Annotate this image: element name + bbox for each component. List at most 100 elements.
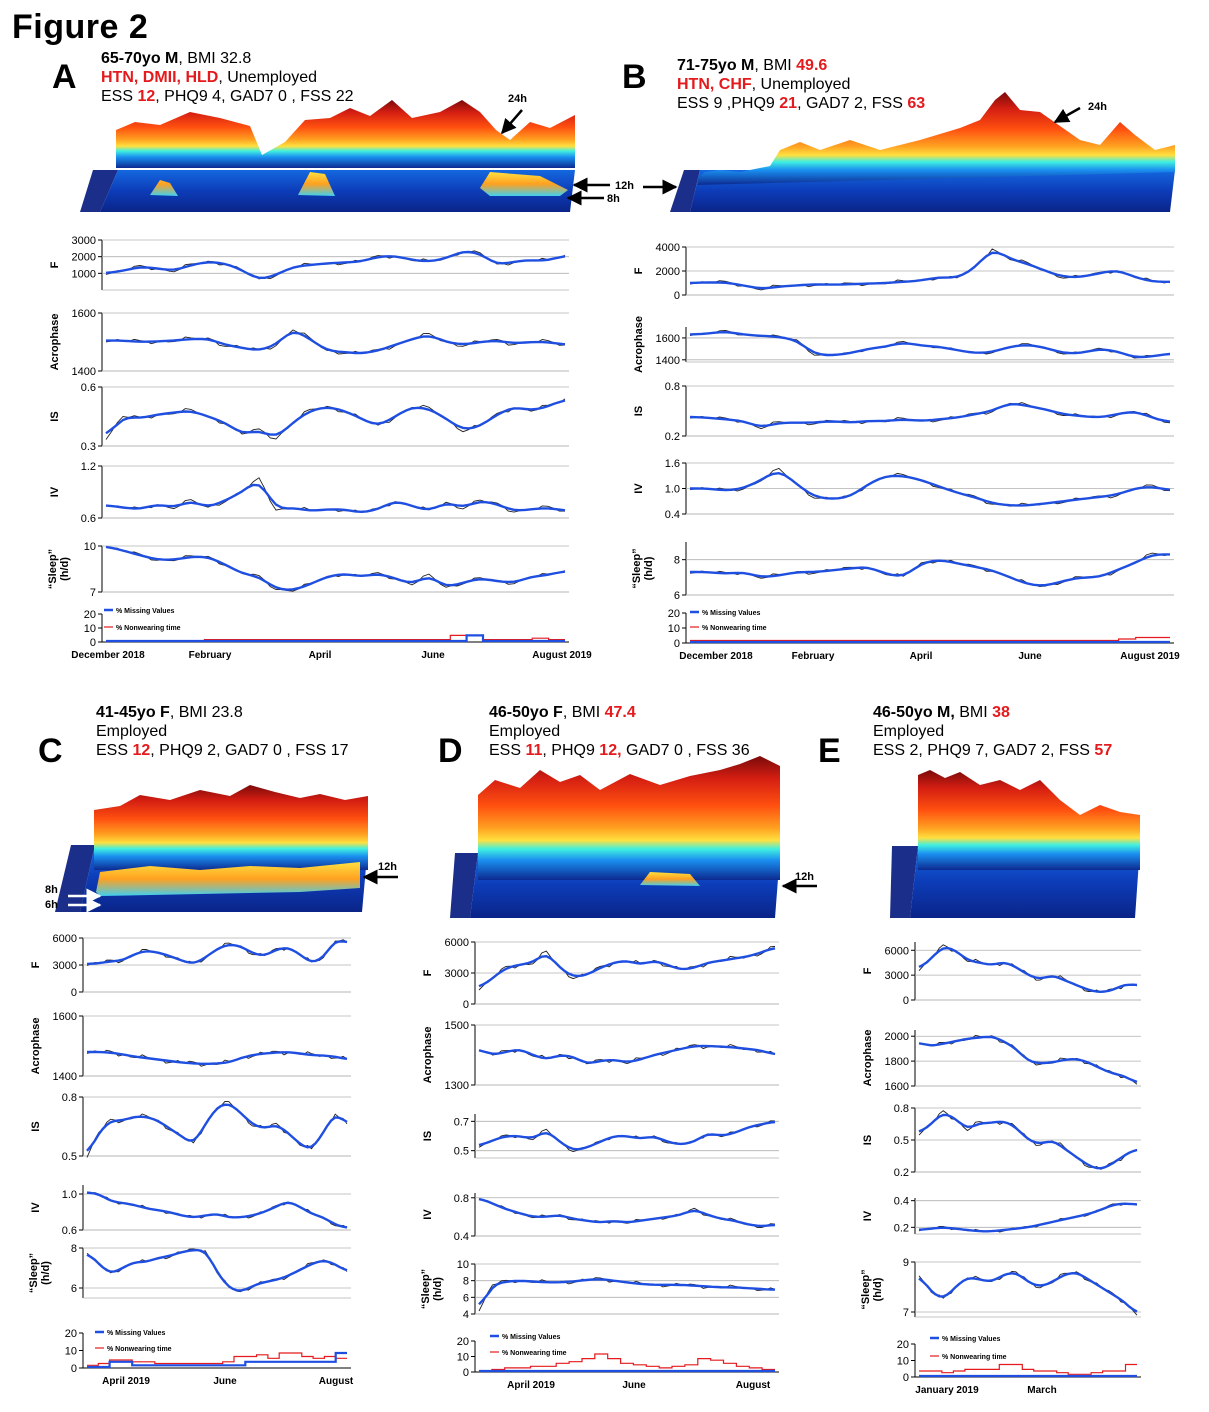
info-demographics: 71-75yo M (677, 57, 755, 74)
x-tick-label: February (792, 651, 835, 662)
legend-label-missing: % Missing Values (942, 1336, 1000, 1343)
y-tick-label: 1000 (72, 268, 96, 280)
y-axis-label-line: “Sleep” (631, 548, 643, 588)
metric-chart: 3000 2000 1000 F (49, 235, 569, 291)
y-tick-label: 0.6 (81, 513, 96, 525)
y-axis-label: IS (422, 1131, 434, 1141)
surface-band-8h (150, 172, 568, 196)
panel-letter-b: B (622, 58, 647, 96)
info-conditions: HTN, DMII, HLD (101, 69, 219, 86)
raw-series-line (105, 546, 566, 592)
info-employment: Employed (873, 723, 945, 740)
surface-plot-d (450, 756, 780, 918)
surface-wall (94, 785, 368, 870)
info-employment: , Unemployed (751, 76, 851, 93)
patient-info-c: 41-45yo F, BMI 23.8 Employed ESS 12, PHQ… (96, 703, 349, 760)
smoothed-series-line (105, 545, 566, 591)
y-tick-label: 2000 (72, 252, 96, 264)
y-tick-label: 10 (457, 1352, 469, 1364)
y-tick-label: 8 (463, 1276, 469, 1288)
figure-title: Figure 2 (12, 8, 149, 46)
y-axis-label: IV (30, 1202, 42, 1213)
x-tick-label: December 2018 (71, 650, 145, 661)
surface-plot-e (890, 770, 1140, 918)
missing-nonwear-chart: 20 10 0 % Missing Values % Nonwearing time De… (668, 608, 1180, 662)
y-axis-label: F (49, 261, 61, 268)
y-axis-label-line: (h/d) (643, 556, 655, 580)
y-axis-label: “Sleep”(h/d) (47, 549, 71, 589)
legend: % Missing Values % Nonwearing time (490, 1334, 567, 1357)
x-tick-label: August 2019 (532, 650, 592, 661)
metric-chart: 0.4 0.2 IV (862, 1196, 1141, 1235)
metric-chart: 1600 1400 Acrophase (633, 316, 1174, 373)
info-score-segment: , PHQ9 2, GAD7 0 , FSS 17 (150, 742, 349, 759)
surface-wall (918, 770, 1140, 870)
chart-panel-c: 6000 3000 0 F 1600 1400 Acrophase 0.8 0.5 IS 1.0 0.… (28, 933, 354, 1387)
y-axis-label-line: (h/d) (872, 1277, 884, 1301)
x-tick-label: April 2019 (102, 1376, 150, 1387)
y-axis-label: IV (49, 486, 61, 497)
info-score-segment: 12, (599, 742, 622, 759)
panel-letter-d: D (438, 732, 463, 770)
metric-chart: 1.2 0.6 IV (49, 461, 569, 525)
metric-chart: 1600 1400 Acrophase (30, 1011, 351, 1083)
y-tick-label: 3000 (53, 960, 77, 972)
y-axis-label: “Sleep”(h/d) (631, 548, 655, 588)
info-employment: Employed (489, 723, 561, 740)
y-axis-label: IS (30, 1121, 42, 1131)
y-axis-label-line: (h/d) (432, 1277, 444, 1301)
y-tick-label: 4000 (656, 242, 680, 254)
y-axis-label: IV (422, 1209, 434, 1220)
legend: % Missing Values % Nonwearing time (95, 1330, 172, 1353)
y-tick-label: 1300 (445, 1080, 469, 1092)
smoothed-series-line (918, 1202, 1138, 1233)
y-tick-label: 6 (674, 590, 680, 602)
y-tick-label: 2000 (885, 1031, 909, 1043)
y-axis-label: “Sleep”(h/d) (28, 1253, 52, 1293)
y-tick-label: 0.8 (454, 1193, 469, 1205)
annotation-label: 24h (1088, 101, 1107, 113)
y-tick-label: 8 (674, 555, 680, 567)
info-score-segment: GAD7 0 , FSS 36 (621, 742, 750, 759)
y-tick-label: 0.2 (894, 1167, 909, 1179)
legend: % Missing Values % Nonwearing time (104, 608, 181, 632)
y-tick-label: 10 (84, 623, 96, 635)
info-score-segment: 57 (1094, 742, 1113, 759)
patient-info-a: 65-70yo M, BMI 32.8 HTN, DMII, HLD, Unem… (101, 49, 354, 106)
patient-info-d: 46-50yo F, BMI 47.4 Employed ESS 11, PHQ… (489, 703, 750, 760)
info-score-segment: ESS (101, 88, 138, 105)
y-tick-label: 6 (463, 1292, 469, 1304)
metric-chart: 10 8 6 4 “Sleep”(h/d) (420, 1259, 779, 1321)
smoothed-series-line (105, 399, 566, 436)
y-tick-label: 0.2 (665, 431, 680, 443)
y-tick-label: 0.4 (894, 1196, 909, 1208)
metric-chart: 8 6 “Sleep”(h/d) (631, 542, 1174, 602)
legend-label-missing: % Missing Values (502, 1334, 560, 1341)
nonwear-time-line (919, 1363, 1137, 1375)
y-tick-label: 1600 (656, 333, 680, 345)
y-axis-label-line: (h/d) (40, 1261, 52, 1285)
raw-series-line (689, 330, 1171, 359)
smoothed-series-line (918, 1272, 1138, 1313)
missing-nonwear-chart: 20 10 0 % Missing Values % Nonwearing time Ap… (457, 1334, 779, 1391)
raw-series-line (105, 250, 566, 280)
panel-letter-a: A (52, 58, 77, 96)
y-tick-label: 1.2 (81, 461, 96, 473)
metric-chart: 1500 1300 Acrophase (422, 1020, 779, 1092)
y-tick-label: 3000 (72, 235, 96, 247)
arrow-24h (1053, 106, 1081, 124)
surface-plot-b (670, 92, 1175, 212)
metric-chart: 0.7 0.5 IS (422, 1114, 779, 1159)
info-employment: Employed (96, 723, 168, 740)
annotation-label: 12h (378, 861, 397, 873)
annotation-label: 12h (615, 180, 634, 192)
smoothed-series-line (105, 483, 566, 513)
info-conditions: HTN, CHF (677, 76, 752, 93)
missing-values-line (87, 1351, 347, 1369)
x-tick-label: August 2019 (1120, 651, 1180, 662)
metric-chart: 4000 2000 0 F (633, 242, 1174, 302)
legend: % Missing Values % Nonwearing time (690, 610, 767, 632)
annotations-d: 12h (781, 871, 817, 894)
metric-chart: 8 6 “Sleep”(h/d) (28, 1243, 351, 1299)
surface-wall (698, 92, 1175, 185)
